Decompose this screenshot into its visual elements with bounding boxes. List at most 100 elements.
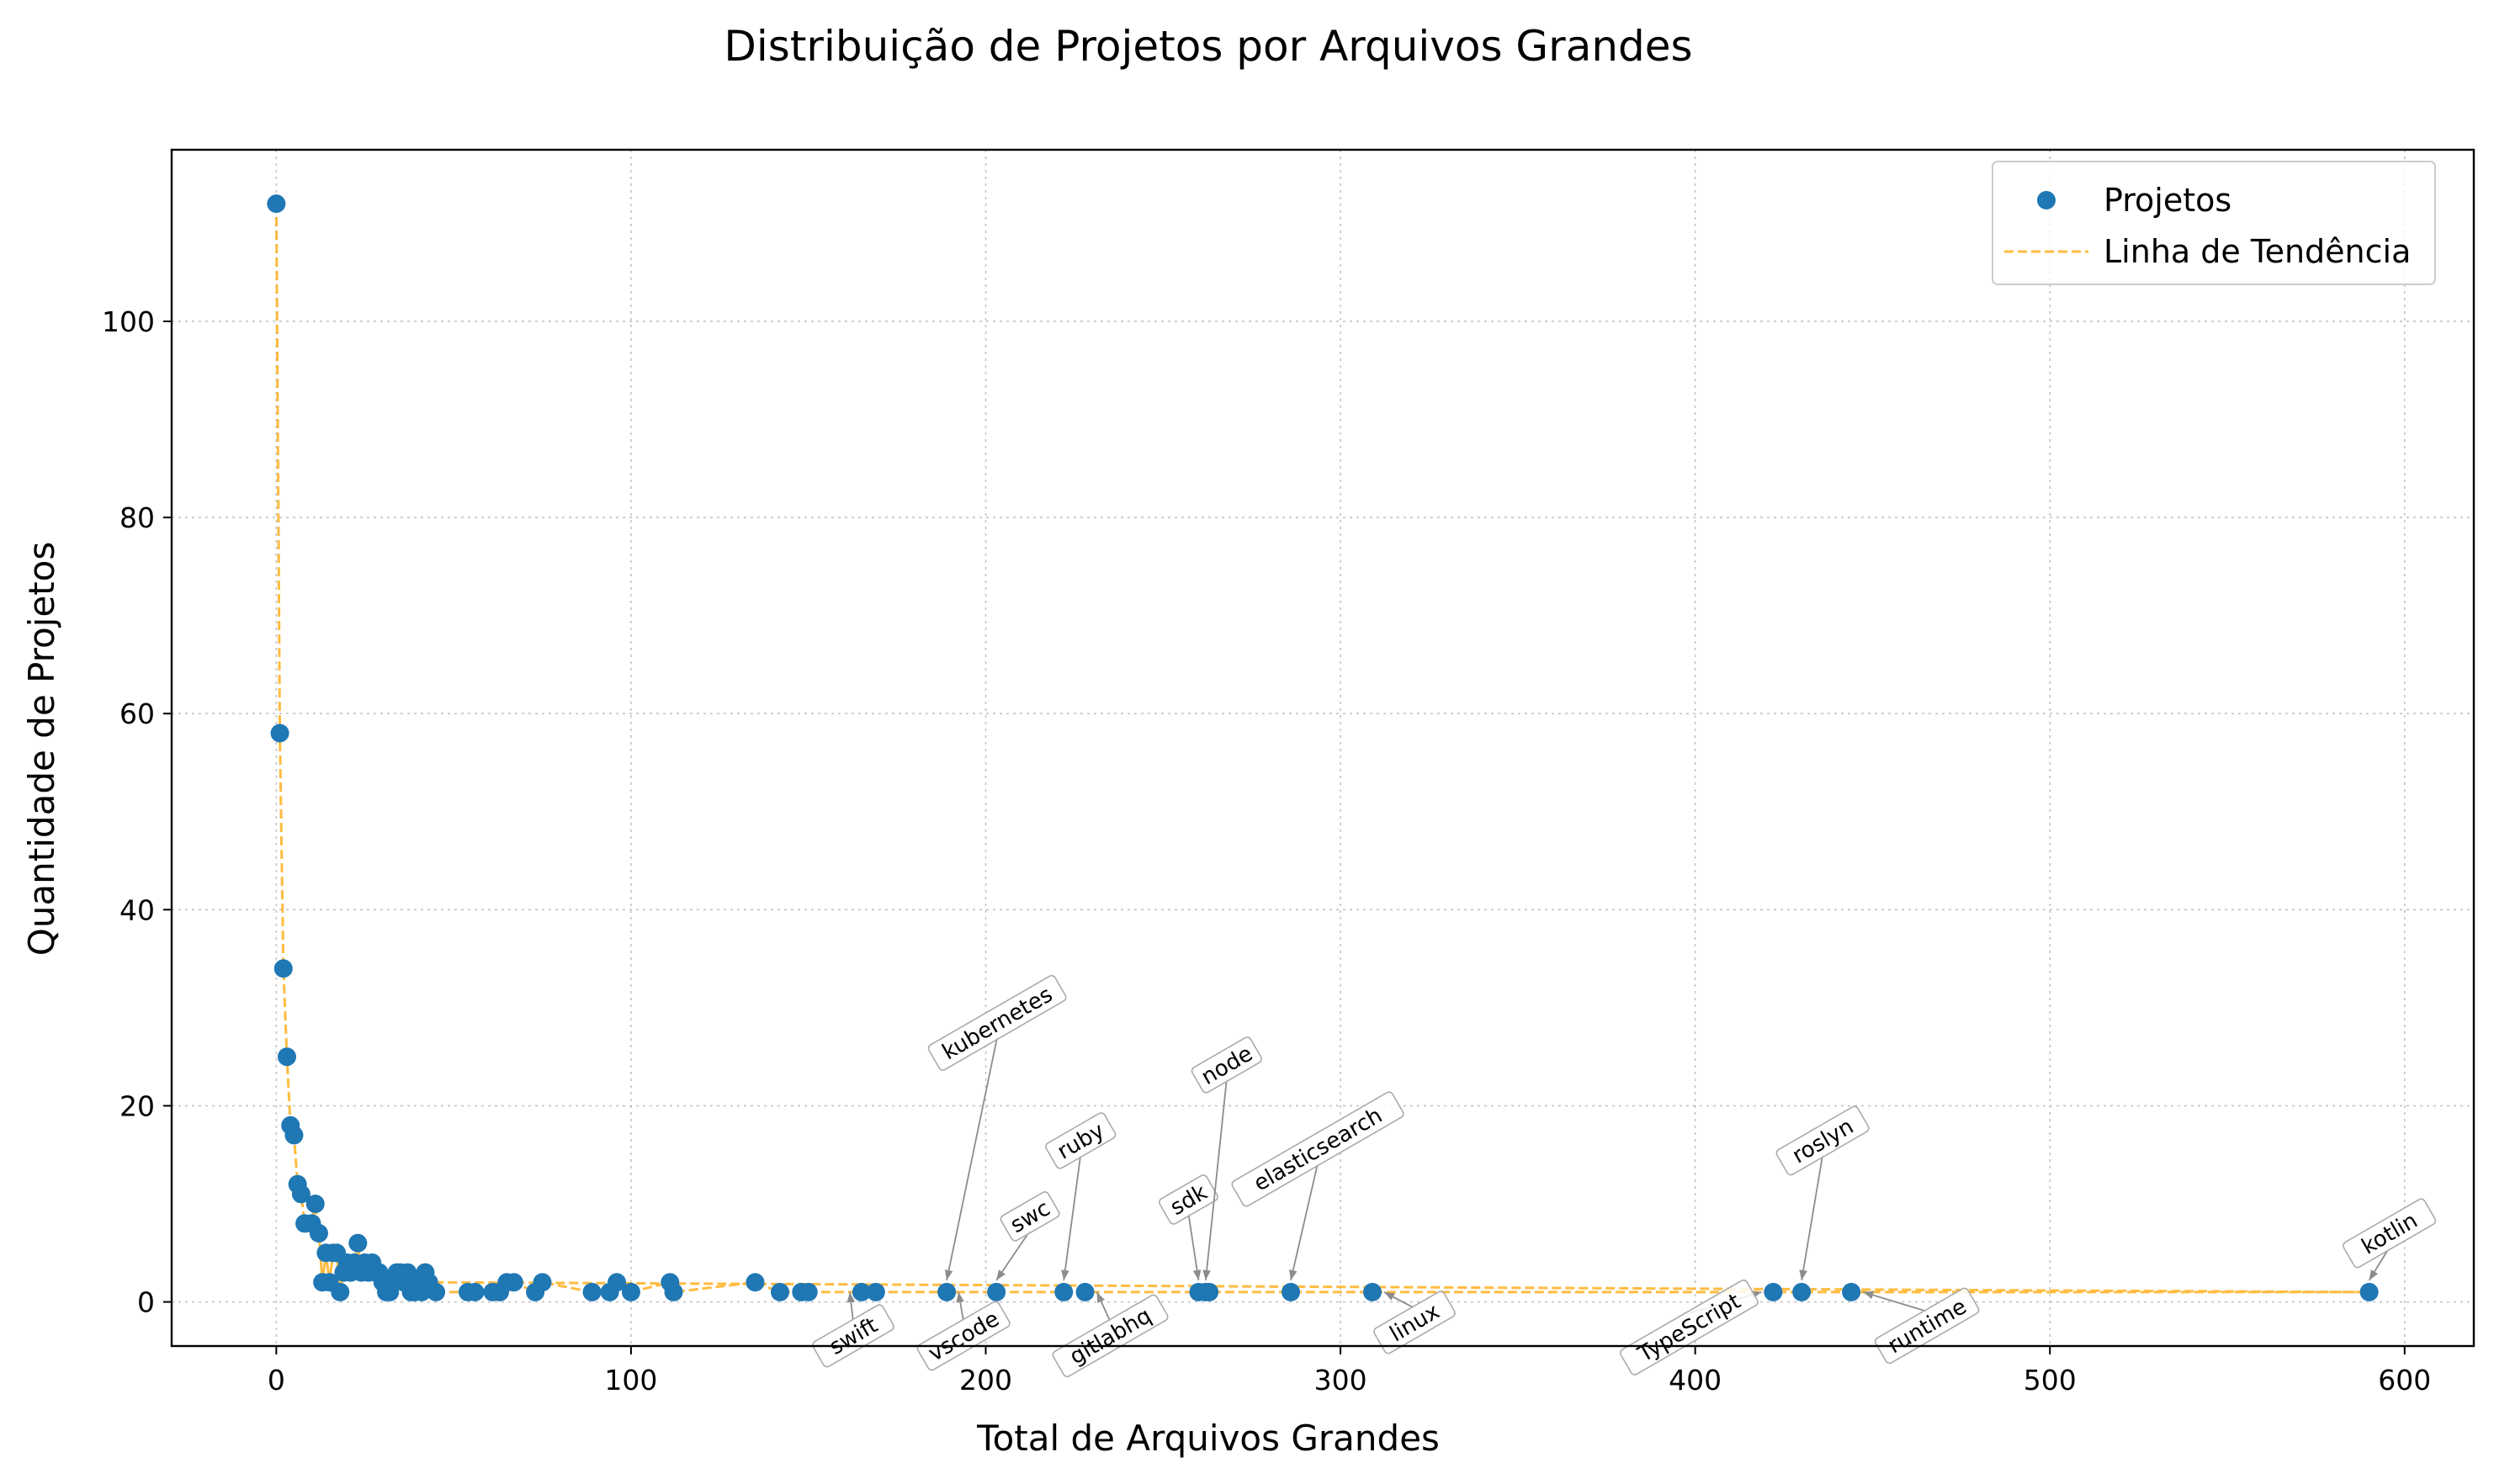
y-tick-label: 100 bbox=[102, 305, 155, 338]
plot-area-frame bbox=[170, 148, 2475, 1348]
annotation-arrowhead bbox=[1096, 1291, 1105, 1303]
annotation-label-elasticsearch: elasticsearch bbox=[1231, 1091, 1404, 1207]
data-point bbox=[267, 194, 286, 214]
annotation-label-vscode: vscode bbox=[916, 1301, 1011, 1371]
legend-box bbox=[1992, 161, 2436, 285]
annotation-arrowhead bbox=[1384, 1291, 1395, 1301]
data-point bbox=[1054, 1282, 1074, 1301]
data-point bbox=[621, 1282, 640, 1301]
data-point bbox=[504, 1273, 523, 1292]
annotation-box bbox=[1620, 1279, 1759, 1375]
grid-lines bbox=[172, 150, 2474, 1346]
annotation-label-linux: linux bbox=[1373, 1291, 1456, 1354]
annotation-box bbox=[1775, 1105, 1870, 1176]
data-point bbox=[348, 1233, 368, 1253]
annotation-arrowhead bbox=[996, 1269, 1006, 1280]
data-point bbox=[284, 1126, 304, 1145]
annotation-arrow bbox=[1063, 1154, 1082, 1281]
x-axis-label: Total de Arquivos Grandes bbox=[976, 1418, 1440, 1459]
annotation-arrowhead bbox=[1289, 1269, 1297, 1280]
annotation-arrowhead bbox=[1863, 1291, 1875, 1300]
x-tick-label: 200 bbox=[959, 1364, 1012, 1397]
legend-label-trend: Linha de Tendência bbox=[2104, 233, 2411, 270]
annotation-label-kubernetes: kubernetes bbox=[927, 974, 1067, 1071]
annotation-text: elasticsearch bbox=[1250, 1103, 1387, 1196]
x-tick-label: 300 bbox=[1314, 1364, 1367, 1397]
annotation-box bbox=[1874, 1287, 1980, 1365]
annotation-box bbox=[812, 1304, 894, 1368]
annotation-arrow bbox=[1290, 1163, 1319, 1281]
axis-ticks: 0 100 200 300 400 500 600 0 20 40 60 80 100 bbox=[102, 305, 2431, 1397]
data-point bbox=[533, 1273, 552, 1292]
data-point bbox=[1363, 1282, 1382, 1301]
data-point bbox=[770, 1282, 789, 1301]
annotation-box bbox=[1052, 1294, 1169, 1378]
legend: Projetos Linha de Tendência bbox=[1992, 161, 2436, 285]
annotation-arrowhead bbox=[1202, 1269, 1211, 1280]
data-point bbox=[1200, 1282, 1219, 1301]
annotation-label-ruby: ruby bbox=[1045, 1112, 1117, 1169]
trend-line-layer bbox=[274, 204, 2371, 1294]
annotation-arrow bbox=[1187, 1213, 1200, 1281]
annotation-box bbox=[1000, 1191, 1060, 1242]
y-tick-label: 40 bbox=[119, 893, 155, 926]
annotation-box bbox=[1045, 1112, 1117, 1169]
data-point bbox=[582, 1282, 602, 1301]
x-tick-label: 400 bbox=[1669, 1364, 1722, 1397]
annotation-label-runtime: runtime bbox=[1874, 1287, 1980, 1365]
data-point bbox=[608, 1273, 627, 1292]
annotation-text: roslyn bbox=[1788, 1114, 1858, 1169]
data-point bbox=[1842, 1282, 1861, 1301]
x-tick-label: 600 bbox=[2378, 1364, 2431, 1397]
chart-title: Distribuição de Projetos por Arquivos Gr… bbox=[724, 22, 1692, 71]
data-point bbox=[987, 1282, 1006, 1301]
annotation-arrow bbox=[1862, 1291, 1928, 1312]
annotation-arrowhead bbox=[846, 1291, 856, 1303]
annotation-box bbox=[916, 1301, 1011, 1371]
annotation-label-roslyn: roslyn bbox=[1775, 1105, 1870, 1176]
legend-label-projetos: Projetos bbox=[2104, 182, 2231, 219]
data-point bbox=[291, 1185, 310, 1204]
data-point bbox=[305, 1194, 325, 1213]
legend-marker-projetos bbox=[2037, 191, 2056, 209]
trend-line bbox=[274, 204, 2371, 1294]
y-tick-label: 60 bbox=[119, 697, 155, 730]
annotation-arrow bbox=[1801, 1154, 1824, 1281]
annotation-arrow bbox=[1204, 1079, 1228, 1280]
annotation-box bbox=[1231, 1091, 1404, 1207]
data-points-layer bbox=[267, 194, 2379, 1301]
data-point bbox=[465, 1282, 485, 1301]
data-point bbox=[278, 1047, 297, 1067]
annotation-text: TypeScript bbox=[1633, 1289, 1745, 1368]
annotation-label-gitlabhq: gitlabhq bbox=[1052, 1294, 1169, 1378]
annotation-arrowhead bbox=[944, 1269, 953, 1280]
y-tick-label: 80 bbox=[119, 501, 155, 534]
data-point bbox=[664, 1282, 683, 1301]
annotation-arrowhead bbox=[1192, 1269, 1202, 1280]
annotation-arrowhead bbox=[956, 1291, 964, 1303]
data-point bbox=[2359, 1282, 2379, 1301]
data-point bbox=[1792, 1282, 1812, 1301]
annotation-text: kubernetes bbox=[938, 982, 1057, 1065]
annotation-box bbox=[1373, 1291, 1456, 1354]
y-tick-label: 20 bbox=[119, 1089, 155, 1122]
data-point bbox=[1281, 1282, 1301, 1301]
annotation-arrowhead bbox=[1799, 1269, 1807, 1280]
annotation-box bbox=[927, 974, 1067, 1071]
data-point bbox=[852, 1282, 871, 1301]
data-point bbox=[1764, 1282, 1783, 1301]
y-tick-label: 0 bbox=[137, 1286, 155, 1319]
annotation-arrowhead bbox=[1061, 1269, 1069, 1280]
data-point bbox=[309, 1223, 328, 1243]
annotation-arrowhead bbox=[2369, 1269, 2379, 1280]
annotation-label-swc: swc bbox=[1000, 1191, 1060, 1242]
annotation-label-swift: swift bbox=[812, 1304, 894, 1368]
data-point bbox=[937, 1282, 957, 1301]
x-tick-label: 0 bbox=[268, 1364, 285, 1397]
data-point bbox=[1075, 1282, 1095, 1301]
x-tick-label: 500 bbox=[2024, 1364, 2077, 1397]
annotation-box bbox=[1159, 1174, 1218, 1225]
x-tick-label: 100 bbox=[604, 1364, 657, 1397]
